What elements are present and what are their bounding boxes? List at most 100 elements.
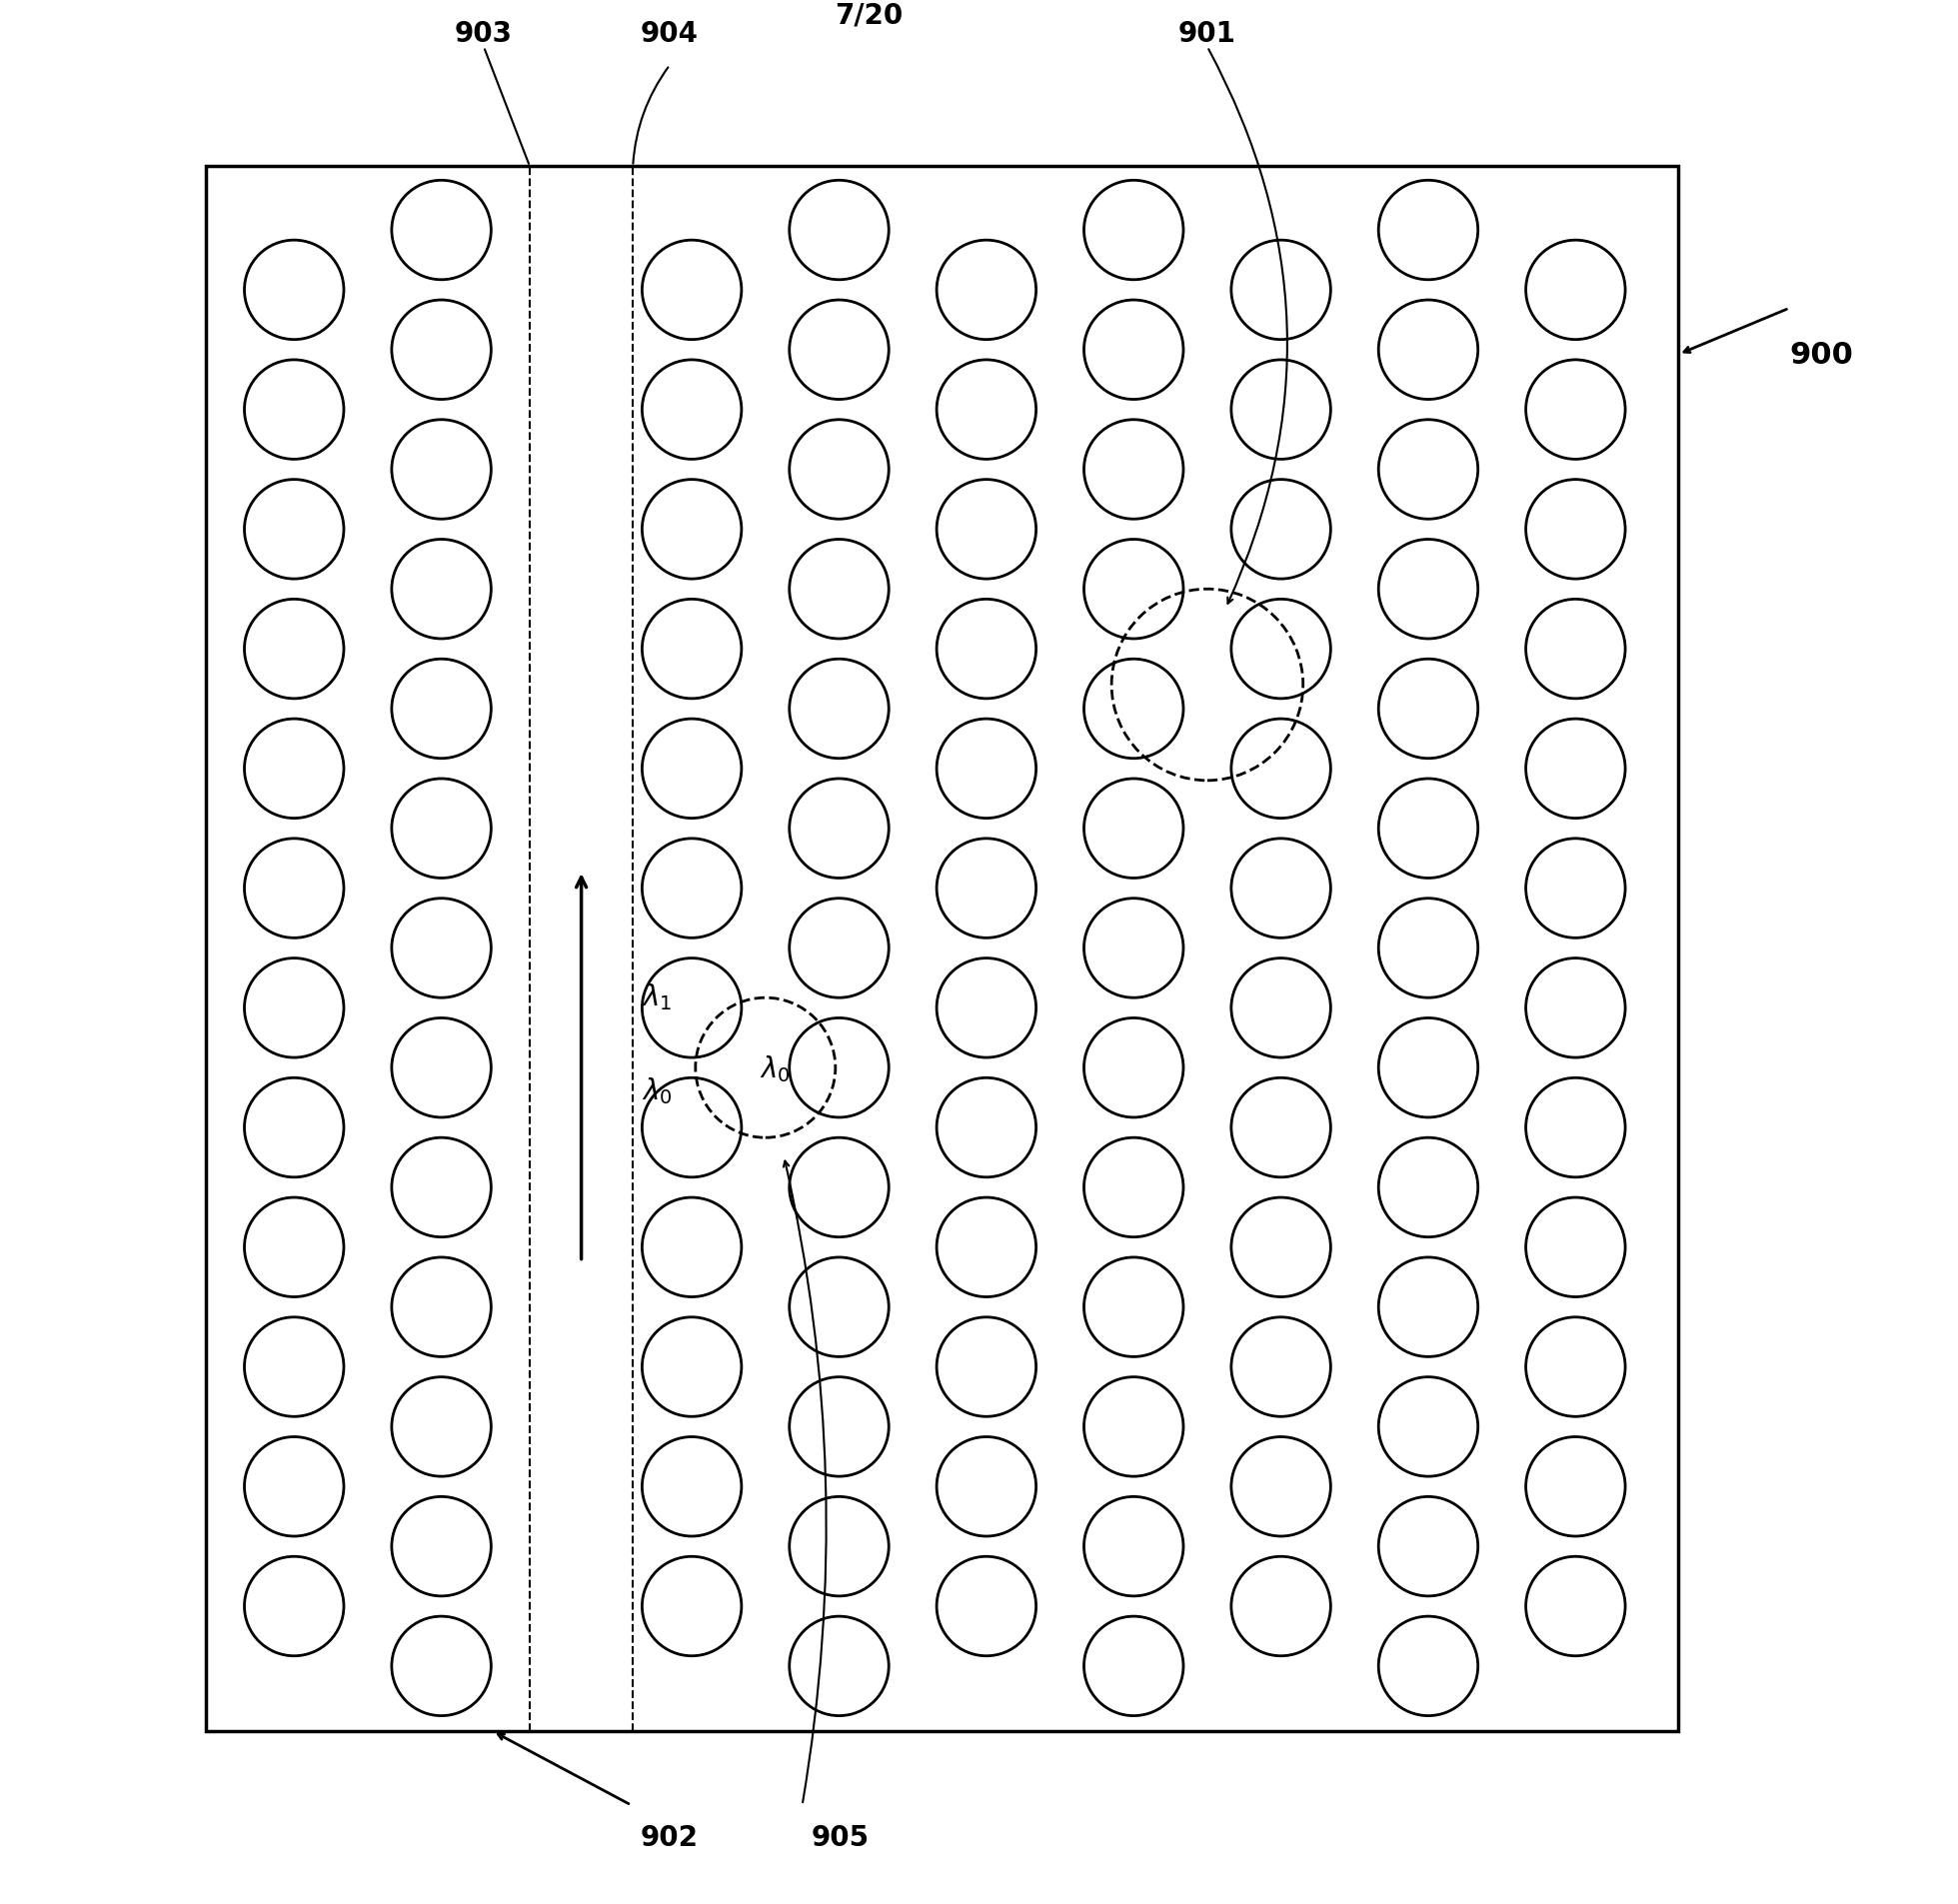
Circle shape bbox=[789, 181, 889, 280]
Circle shape bbox=[245, 480, 345, 579]
Circle shape bbox=[1525, 1078, 1625, 1177]
Circle shape bbox=[1085, 779, 1183, 878]
Circle shape bbox=[392, 181, 491, 280]
Circle shape bbox=[245, 242, 345, 341]
Circle shape bbox=[392, 1139, 491, 1238]
Circle shape bbox=[1232, 1078, 1331, 1177]
Circle shape bbox=[642, 242, 742, 341]
Circle shape bbox=[392, 1616, 491, 1716]
Circle shape bbox=[1232, 1198, 1331, 1297]
Circle shape bbox=[1525, 1557, 1625, 1656]
Circle shape bbox=[789, 1019, 889, 1118]
Circle shape bbox=[936, 600, 1036, 699]
Circle shape bbox=[936, 1438, 1036, 1537]
Circle shape bbox=[1378, 1497, 1478, 1596]
Circle shape bbox=[1378, 1139, 1478, 1238]
Circle shape bbox=[1378, 301, 1478, 400]
Bar bbox=[206, 168, 1678, 1731]
Circle shape bbox=[936, 480, 1036, 579]
Circle shape bbox=[789, 1497, 889, 1596]
Circle shape bbox=[1378, 181, 1478, 280]
Text: 902: 902 bbox=[640, 1824, 699, 1851]
Circle shape bbox=[1085, 1259, 1183, 1358]
Circle shape bbox=[936, 720, 1036, 819]
Circle shape bbox=[1378, 1377, 1478, 1478]
Circle shape bbox=[392, 421, 491, 520]
Text: 901: 901 bbox=[1179, 19, 1235, 48]
Text: $\lambda_0$: $\lambda_0$ bbox=[642, 1074, 674, 1106]
Circle shape bbox=[1525, 1198, 1625, 1297]
Circle shape bbox=[1378, 1019, 1478, 1118]
Text: 905: 905 bbox=[811, 1824, 869, 1851]
Circle shape bbox=[936, 242, 1036, 341]
Text: 903: 903 bbox=[454, 19, 513, 48]
Circle shape bbox=[1232, 480, 1331, 579]
Circle shape bbox=[1085, 1616, 1183, 1716]
Circle shape bbox=[642, 1198, 742, 1297]
Circle shape bbox=[789, 1139, 889, 1238]
Circle shape bbox=[642, 1438, 742, 1537]
Circle shape bbox=[789, 301, 889, 400]
Circle shape bbox=[1378, 779, 1478, 878]
Circle shape bbox=[642, 600, 742, 699]
Circle shape bbox=[642, 1318, 742, 1417]
Circle shape bbox=[1525, 720, 1625, 819]
Circle shape bbox=[789, 1259, 889, 1358]
Circle shape bbox=[642, 840, 742, 939]
Circle shape bbox=[1085, 659, 1183, 760]
Circle shape bbox=[245, 600, 345, 699]
Circle shape bbox=[1525, 840, 1625, 939]
Circle shape bbox=[1232, 600, 1331, 699]
Circle shape bbox=[1085, 1019, 1183, 1118]
Circle shape bbox=[1525, 480, 1625, 579]
Circle shape bbox=[245, 958, 345, 1059]
Circle shape bbox=[1085, 1497, 1183, 1596]
Circle shape bbox=[1232, 242, 1331, 341]
Circle shape bbox=[1378, 1259, 1478, 1358]
Circle shape bbox=[1232, 958, 1331, 1059]
Circle shape bbox=[642, 720, 742, 819]
Circle shape bbox=[392, 779, 491, 878]
Circle shape bbox=[1085, 541, 1183, 640]
Circle shape bbox=[245, 360, 345, 461]
Text: $\lambda_1$: $\lambda_1$ bbox=[642, 981, 672, 1011]
Circle shape bbox=[1085, 421, 1183, 520]
Circle shape bbox=[392, 1497, 491, 1596]
Circle shape bbox=[936, 840, 1036, 939]
Circle shape bbox=[245, 840, 345, 939]
Text: 904: 904 bbox=[640, 19, 699, 48]
Circle shape bbox=[1232, 1557, 1331, 1656]
Circle shape bbox=[1525, 958, 1625, 1059]
Circle shape bbox=[789, 779, 889, 878]
Circle shape bbox=[392, 301, 491, 400]
Circle shape bbox=[1378, 899, 1478, 998]
Text: 900: 900 bbox=[1790, 341, 1852, 369]
Circle shape bbox=[1085, 181, 1183, 280]
Circle shape bbox=[936, 1318, 1036, 1417]
Circle shape bbox=[392, 1377, 491, 1478]
Circle shape bbox=[936, 360, 1036, 461]
Circle shape bbox=[1525, 360, 1625, 461]
Circle shape bbox=[1378, 421, 1478, 520]
Circle shape bbox=[245, 1198, 345, 1297]
Circle shape bbox=[1525, 1438, 1625, 1537]
Circle shape bbox=[245, 1078, 345, 1177]
Circle shape bbox=[936, 958, 1036, 1059]
Circle shape bbox=[1085, 301, 1183, 400]
Circle shape bbox=[642, 1557, 742, 1656]
Circle shape bbox=[1232, 1318, 1331, 1417]
Circle shape bbox=[936, 1078, 1036, 1177]
Circle shape bbox=[392, 1019, 491, 1118]
Circle shape bbox=[1378, 659, 1478, 760]
Circle shape bbox=[1525, 1318, 1625, 1417]
Circle shape bbox=[789, 1377, 889, 1478]
Circle shape bbox=[1232, 720, 1331, 819]
Circle shape bbox=[1232, 1438, 1331, 1537]
Circle shape bbox=[392, 1259, 491, 1358]
Circle shape bbox=[392, 659, 491, 760]
Circle shape bbox=[1085, 1377, 1183, 1478]
Circle shape bbox=[392, 899, 491, 998]
Circle shape bbox=[1085, 1139, 1183, 1238]
Circle shape bbox=[789, 899, 889, 998]
Circle shape bbox=[245, 1438, 345, 1537]
